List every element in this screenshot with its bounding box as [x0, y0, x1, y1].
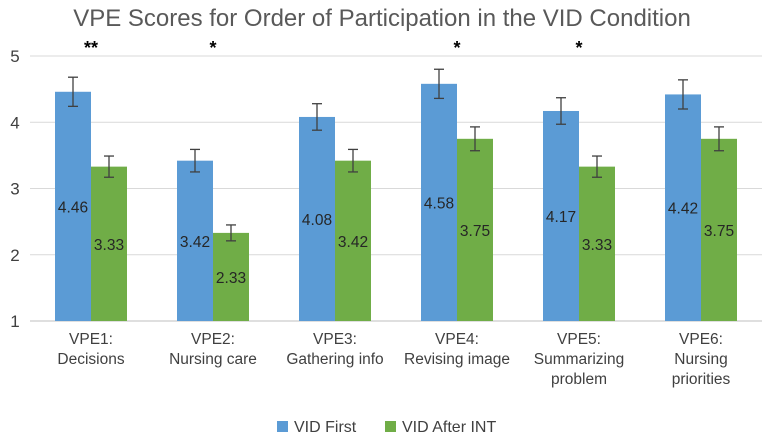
x-category-label: Summarizing [534, 351, 624, 368]
error-bar [348, 148, 358, 173]
error-bar [470, 126, 480, 152]
x-category-label: Nursing care [169, 351, 257, 368]
x-category-label: priorities [672, 371, 731, 388]
legend-swatch [277, 421, 288, 432]
significance-marker: * [453, 38, 460, 58]
x-category-label: Gathering info [286, 351, 383, 368]
x-category-label: Nursing [674, 351, 727, 368]
significance-markers: ** * * * [84, 38, 583, 58]
legend-item: VID First [277, 419, 357, 436]
data-label: 2.33 [216, 270, 246, 287]
x-category-label: problem [551, 371, 607, 388]
legend-swatch [385, 421, 396, 432]
y-tick-label: 1 [10, 312, 19, 331]
bar-vid-first [665, 94, 701, 321]
error-bars [68, 68, 724, 242]
data-label: 4.46 [58, 199, 88, 216]
bar-vid-first [55, 91, 91, 322]
error-bar [434, 68, 444, 100]
error-bar [714, 126, 724, 152]
data-label: 3.33 [582, 237, 612, 254]
bar-vid-first [543, 110, 579, 321]
x-category-label: Decisions [57, 351, 124, 368]
bar-vid-after-int [213, 232, 249, 321]
data-label: 3.75 [704, 223, 734, 240]
x-category-label: VPE5: [557, 331, 601, 348]
error-bar [678, 79, 688, 110]
legend-label: VID After INT [402, 419, 496, 436]
error-bar [312, 103, 322, 131]
x-category-label: VPE2: [191, 331, 235, 348]
bars [55, 83, 737, 322]
y-tick-label: 2 [10, 246, 19, 265]
y-tick-label: 3 [10, 180, 19, 199]
bar-vid-after-int [701, 138, 737, 321]
bar-vid-first [421, 83, 457, 321]
y-tick-label: 5 [10, 47, 19, 66]
data-label: 4.42 [668, 201, 698, 218]
legend: VID First VID After INT [277, 419, 496, 436]
y-tick-label: 4 [10, 113, 19, 132]
error-bar [226, 224, 236, 242]
bar-vid-after-int [335, 160, 371, 321]
error-bar [104, 155, 114, 178]
gridlines [30, 55, 762, 322]
error-bar [190, 148, 200, 173]
bar-vid-first [299, 116, 335, 321]
x-axis-categories: VPE1: Decisions VPE2: Nursing care VPE3: Gath… [57, 331, 730, 388]
bar-vid-after-int [457, 138, 493, 321]
y-axis-ticks: 1 2 3 4 5 [10, 47, 19, 331]
x-category-label: Revising image [404, 351, 510, 368]
data-labels: 4.46 3.33 3.42 2.33 4.08 3.42 4.58 3.75 4.17 3.33… [58, 195, 734, 287]
error-bar [556, 97, 566, 125]
x-category-label: VPE1: [69, 331, 113, 348]
data-label: 3.75 [460, 223, 490, 240]
significance-marker: * [209, 38, 216, 58]
bar-vid-after-int [91, 166, 127, 321]
data-label: 3.42 [338, 234, 368, 251]
x-category-label: VPE4: [435, 331, 479, 348]
data-label: 4.08 [302, 212, 332, 229]
data-label: 3.42 [180, 234, 210, 251]
legend-item: VID After INT [385, 419, 496, 436]
legend-label: VID First [294, 419, 357, 436]
bar-vid-first [177, 160, 213, 321]
chart-title: VPE Scores for Order of Participation in… [73, 5, 691, 32]
error-bar [592, 155, 602, 178]
significance-marker: * [575, 38, 582, 58]
x-category-label: VPE6: [679, 331, 723, 348]
error-bar [68, 76, 78, 107]
bar-vid-after-int [579, 166, 615, 321]
data-label: 4.17 [546, 209, 576, 226]
data-label: 4.58 [424, 195, 454, 212]
significance-marker: ** [84, 38, 98, 58]
x-category-label: VPE3: [313, 331, 357, 348]
data-label: 3.33 [94, 237, 124, 254]
